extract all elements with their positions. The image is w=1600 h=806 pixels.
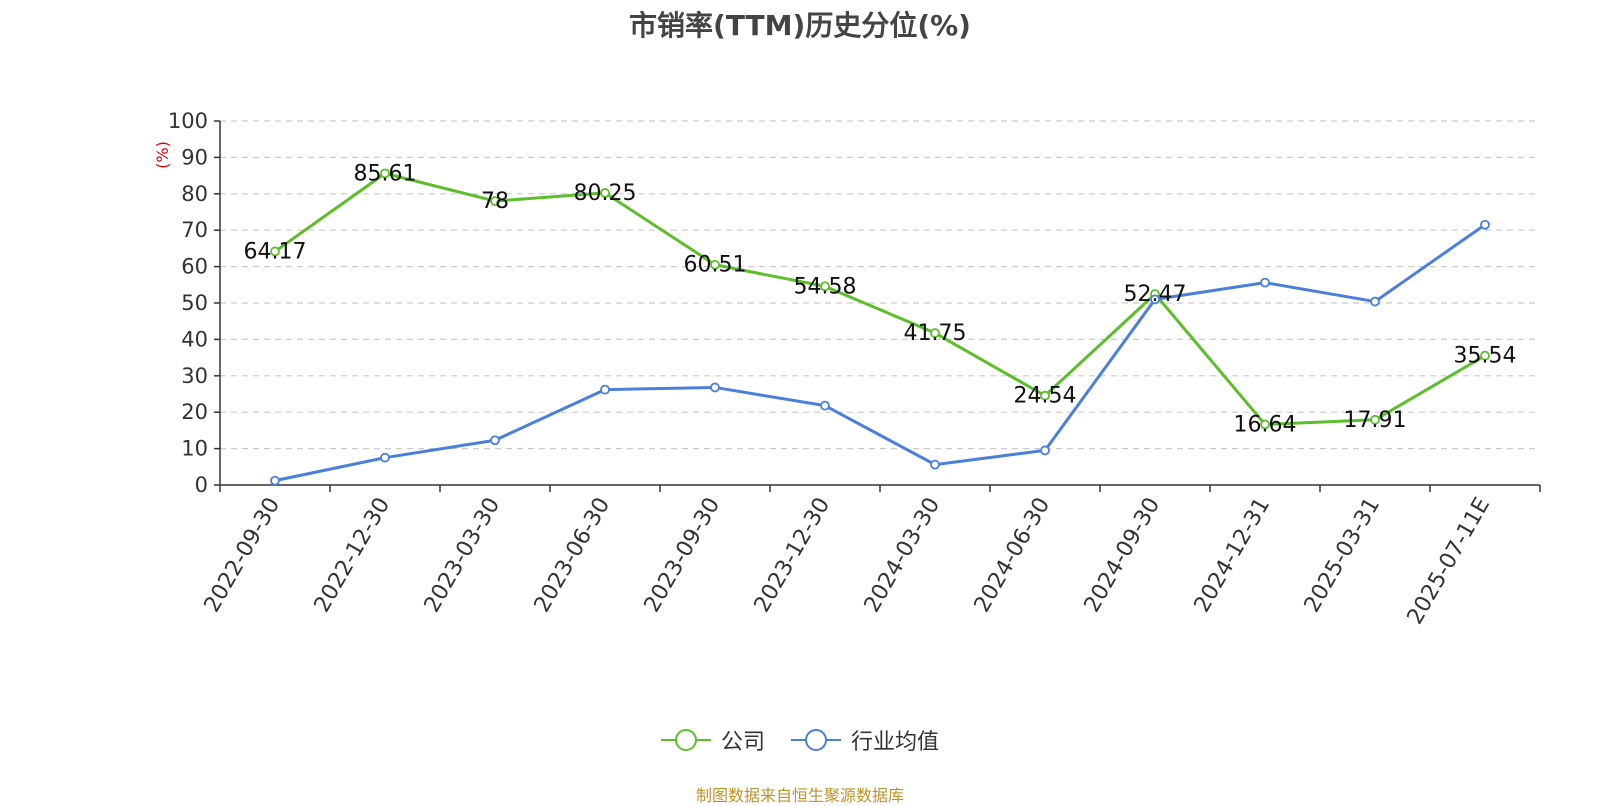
y-tick-label: 10 — [181, 437, 208, 461]
data-source-note: 制图数据来自恒生聚源数据库 — [695, 786, 904, 805]
y-tick-label: 80 — [181, 182, 208, 206]
y-tick-label: 0 — [195, 473, 208, 497]
legend-item-industry[interactable]: 行业均值 — [791, 724, 939, 756]
data-point — [710, 259, 720, 270]
y-tick-label: 30 — [181, 364, 208, 388]
data-label: 16.64 — [1234, 412, 1297, 437]
data-label: 80.25 — [574, 181, 637, 206]
label-layer: 64.17 85.61 78 80.25 60.51 54.58 41.75 24.54 52.… — [244, 161, 1517, 437]
data-point — [600, 384, 610, 395]
data-point — [270, 475, 280, 486]
data-label: 54.58 — [794, 274, 857, 299]
data-point — [490, 196, 500, 206]
x-tick-label: 2023-06-30 — [530, 494, 616, 617]
x-tick-label: 2023-09-30 — [640, 494, 726, 617]
y-tick-label: 20 — [181, 400, 208, 424]
x-tick-label: 2025-03-31 — [1300, 494, 1386, 617]
data-point — [1480, 219, 1490, 230]
data-label: 64.17 — [244, 239, 307, 264]
data-label: 41.75 — [904, 321, 967, 346]
y-tick-label: 90 — [181, 145, 208, 169]
y-tick-label: 100 — [168, 109, 208, 133]
x-tick-label: 2024-09-30 — [1080, 494, 1166, 617]
y-axis-unit-label: (%) — [153, 141, 172, 169]
data-point — [1260, 419, 1270, 430]
data-point — [1150, 294, 1160, 305]
data-point — [1480, 350, 1490, 361]
x-tick-label: 2024-03-30 — [860, 494, 946, 617]
data-point — [380, 168, 390, 179]
data-label: 60.51 — [684, 253, 747, 278]
data-label: 85.61 — [354, 161, 417, 186]
data-label: 78 — [481, 189, 509, 214]
legend: 公司 行业均值 — [0, 724, 1600, 756]
data-label: 24.54 — [1014, 384, 1077, 409]
data-point — [1370, 296, 1380, 307]
data-point — [710, 382, 720, 393]
legend-label-company: 公司 — [720, 730, 765, 755]
data-point — [930, 328, 940, 338]
data-point — [1370, 414, 1380, 425]
data-point — [270, 246, 280, 257]
data-point — [380, 452, 390, 463]
axis-layer: 0 10 20 30 40 50 60 70 80 90 100 (%) 2022-09-30 2022-… — [153, 109, 1541, 629]
data-point — [600, 187, 610, 198]
legend-item-company[interactable]: 公司 — [660, 724, 765, 756]
data-label: 52.47 — [1124, 282, 1187, 307]
legend-label-industry: 行业均值 — [851, 730, 940, 755]
data-label: 17.91 — [1344, 408, 1407, 433]
legend-swatch-industry-icon — [791, 728, 841, 752]
data-point — [1040, 390, 1050, 401]
data-point — [1260, 277, 1270, 288]
y-tick-label: 40 — [181, 327, 208, 351]
series-line-1 — [274, 223, 1486, 483]
series-line-0 — [274, 171, 1486, 426]
data-point — [490, 435, 500, 446]
chart-title: 市销率(TTM)历史分位(%) — [629, 9, 971, 42]
y-tick-label: 60 — [181, 255, 208, 279]
data-point — [820, 281, 830, 292]
x-tick-label: 2025-07-11E — [1403, 494, 1496, 629]
data-point — [930, 459, 940, 470]
x-tick-label: 2024-12-31 — [1190, 494, 1276, 617]
x-tick-label: 2023-12-30 — [750, 494, 836, 617]
x-tick-label: 2024-06-30 — [970, 494, 1056, 617]
data-point — [1040, 445, 1050, 456]
x-tick-label: 2022-12-30 — [310, 494, 396, 617]
x-tick-label: 2022-09-30 — [200, 494, 286, 617]
y-tick-label: 50 — [181, 291, 208, 315]
grid-layer — [220, 120, 1540, 450]
data-label: 35.54 — [1454, 344, 1517, 369]
series-layer — [270, 168, 1490, 486]
data-point — [820, 400, 830, 411]
x-tick-label: 2023-03-30 — [420, 494, 506, 617]
y-tick-label: 70 — [181, 218, 208, 242]
legend-swatch-company-icon — [660, 728, 711, 752]
